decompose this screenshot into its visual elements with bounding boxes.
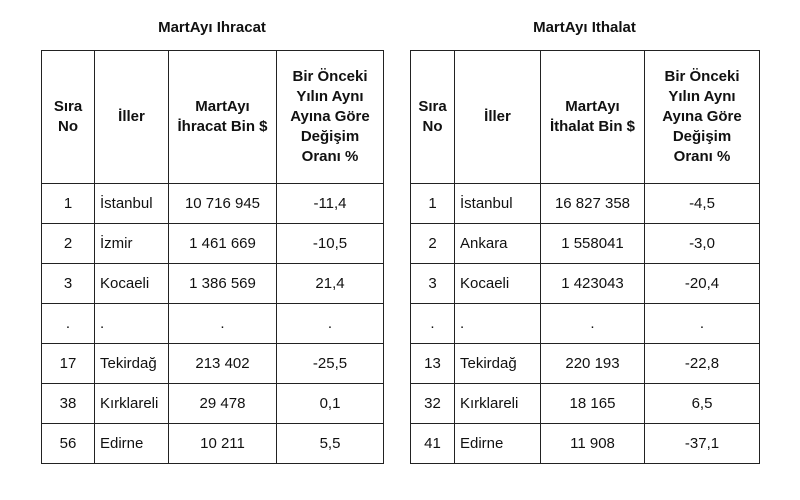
cell-value: 10 716 945 [168, 183, 277, 224]
export-title: MartAyı Ihracat [158, 19, 266, 36]
cell-no: 2 [41, 223, 95, 264]
export-table: Sıra No İller MartAyı İhracat Bin $ Bir … [41, 50, 384, 464]
cell-value: 1 461 669 [168, 223, 277, 264]
cell-no: 1 [41, 183, 95, 224]
table-row: 1 İstanbul 10 716 945 -11,4 [41, 183, 384, 224]
header-change-rate: Bir Önceki Yılın Aynı Ayına Göre Değişim… [276, 50, 384, 184]
cell-il: . [454, 303, 541, 344]
cell-change: -20,4 [644, 263, 760, 304]
cell-change: -22,8 [644, 343, 760, 384]
cell-change: . [276, 303, 384, 344]
cell-il: Ankara [454, 223, 541, 264]
header-change-rate: Bir Önceki Yılın Aynı Ayına Göre Değişim… [644, 50, 760, 184]
cell-no: 1 [410, 183, 455, 224]
cell-il: Tekirdağ [94, 343, 169, 384]
cell-no: 13 [410, 343, 455, 384]
cell-il: Tekirdağ [454, 343, 541, 384]
cell-il: Kocaeli [454, 263, 541, 304]
cell-value: 1 558041 [540, 223, 645, 264]
cell-no: 38 [41, 383, 95, 424]
cell-value: 11 908 [540, 423, 645, 464]
cell-change: -11,4 [276, 183, 384, 224]
export-header-row: Sıra No İller MartAyı İhracat Bin $ Bir … [41, 50, 384, 184]
header-export-value: MartAyı İhracat Bin $ [168, 50, 277, 184]
table-row: 56 Edirne 10 211 5,5 [41, 423, 384, 464]
cell-il: Kırklareli [94, 383, 169, 424]
header-import-value: MartAyı İthalat Bin $ [540, 50, 645, 184]
table-row: 41 Edirne 11 908 -37,1 [410, 423, 760, 464]
cell-change: 6,5 [644, 383, 760, 424]
cell-change: 5,5 [276, 423, 384, 464]
cell-no: 41 [410, 423, 455, 464]
export-panel: MartAyı Ihracat Sıra No İller MartAyı İh… [41, 0, 384, 464]
cell-value: 29 478 [168, 383, 277, 424]
header-iller: İller [94, 50, 169, 184]
table-row: 1 İstanbul 16 827 358 -4,5 [410, 183, 760, 224]
cell-il: Edirne [454, 423, 541, 464]
cell-no: 56 [41, 423, 95, 464]
table-row: 3 Kocaeli 1 386 569 21,4 [41, 263, 384, 304]
import-table: Sıra No İller MartAyı İthalat Bin $ Bir … [410, 50, 760, 464]
cell-change: . [644, 303, 760, 344]
cell-change: 21,4 [276, 263, 384, 304]
cell-value: 10 211 [168, 423, 277, 464]
import-panel: MartAyı Ithalat Sıra No İller MartAyı İt… [410, 0, 760, 464]
cell-value: 220 193 [540, 343, 645, 384]
cell-change: -4,5 [644, 183, 760, 224]
cell-il: İstanbul [454, 183, 541, 224]
table-row: 3 Kocaeli 1 423043 -20,4 [410, 263, 760, 304]
cell-no: 17 [41, 343, 95, 384]
header-sira-no: Sıra No [410, 50, 455, 184]
cell-no: . [41, 303, 95, 344]
header-sira-no: Sıra No [41, 50, 95, 184]
cell-no: 3 [41, 263, 95, 304]
cell-value: 16 827 358 [540, 183, 645, 224]
cell-change: -3,0 [644, 223, 760, 264]
import-header-row: Sıra No İller MartAyı İthalat Bin $ Bir … [410, 50, 760, 184]
table-row: 17 Tekirdağ 213 402 -25,5 [41, 343, 384, 384]
table-row: 32 Kırklareli 18 165 6,5 [410, 383, 760, 424]
cell-il: Kocaeli [94, 263, 169, 304]
cell-value: 1 423043 [540, 263, 645, 304]
table-row: 2 Ankara 1 558041 -3,0 [410, 223, 760, 264]
cell-no: 2 [410, 223, 455, 264]
cell-value: . [168, 303, 277, 344]
cell-value: . [540, 303, 645, 344]
table-row: 2 İzmir 1 461 669 -10,5 [41, 223, 384, 264]
cell-value: 18 165 [540, 383, 645, 424]
table-row: . . . . [41, 303, 384, 344]
cell-no: . [410, 303, 455, 344]
import-title: MartAyı Ithalat [533, 19, 636, 36]
cell-il: İstanbul [94, 183, 169, 224]
cell-il: Kırklareli [454, 383, 541, 424]
cell-no: 32 [410, 383, 455, 424]
cell-il: Edirne [94, 423, 169, 464]
cell-no: 3 [410, 263, 455, 304]
cell-value: 1 386 569 [168, 263, 277, 304]
cell-change: -10,5 [276, 223, 384, 264]
cell-change: -25,5 [276, 343, 384, 384]
cell-il: . [94, 303, 169, 344]
table-row: 13 Tekirdağ 220 193 -22,8 [410, 343, 760, 384]
table-row: 38 Kırklareli 29 478 0,1 [41, 383, 384, 424]
cell-il: İzmir [94, 223, 169, 264]
header-iller: İller [454, 50, 541, 184]
cell-change: 0,1 [276, 383, 384, 424]
cell-value: 213 402 [168, 343, 277, 384]
cell-change: -37,1 [644, 423, 760, 464]
table-row: . . . . [410, 303, 760, 344]
